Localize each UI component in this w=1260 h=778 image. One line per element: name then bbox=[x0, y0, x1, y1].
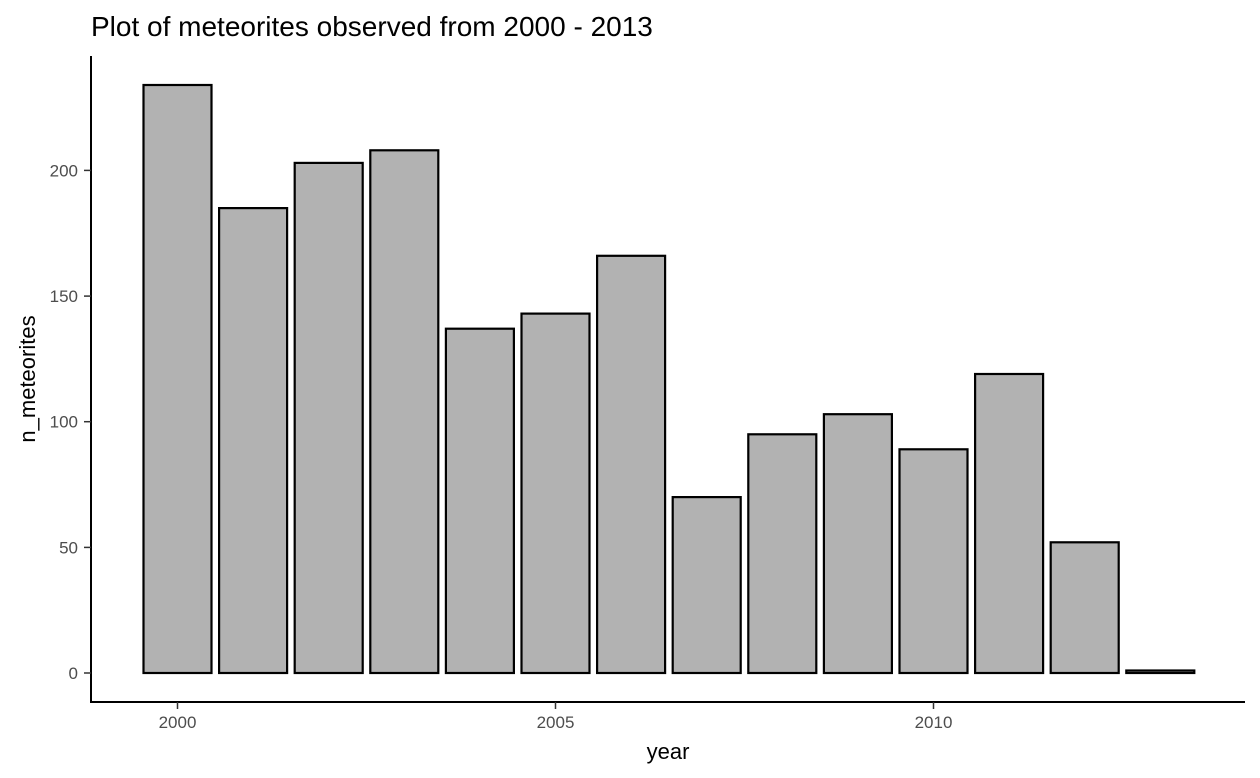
y-tick-label-200: 200 bbox=[50, 161, 78, 180]
y-axis-ticks: 0 50 100 150 200 bbox=[50, 161, 91, 683]
y-tick-label-0: 0 bbox=[69, 664, 78, 683]
bar-2009 bbox=[822, 413, 894, 675]
bar-2003 bbox=[369, 149, 440, 675]
y-tick-label-100: 100 bbox=[50, 413, 78, 432]
y-tick-label-50: 50 bbox=[59, 538, 78, 557]
x-tick-label-2000: 2000 bbox=[159, 713, 197, 732]
bar-2006 bbox=[595, 254, 667, 675]
bar-2010 bbox=[898, 448, 969, 675]
bar-2001 bbox=[218, 207, 289, 675]
bar-2004 bbox=[444, 327, 515, 675]
bar-2005 bbox=[520, 312, 591, 675]
bars-group bbox=[142, 83, 1196, 675]
x-axis-title: year bbox=[647, 739, 690, 764]
x-tick-label-2005: 2005 bbox=[537, 713, 575, 732]
y-axis-title: n_meteorites bbox=[15, 315, 40, 442]
bar-2011 bbox=[973, 372, 1045, 675]
bar-2008 bbox=[747, 433, 818, 675]
x-tick-label-2010: 2010 bbox=[915, 713, 953, 732]
bar-2013 bbox=[1125, 669, 1196, 675]
chart-title: Plot of meteorites observed from 2000 - … bbox=[91, 11, 653, 42]
bar-2012 bbox=[1049, 541, 1120, 675]
bar-2007 bbox=[671, 496, 742, 675]
y-tick-label-150: 150 bbox=[50, 287, 78, 306]
bar-2000 bbox=[142, 83, 213, 675]
x-axis-ticks: 2000 2005 2010 bbox=[159, 702, 953, 732]
bar-2002 bbox=[293, 161, 364, 675]
